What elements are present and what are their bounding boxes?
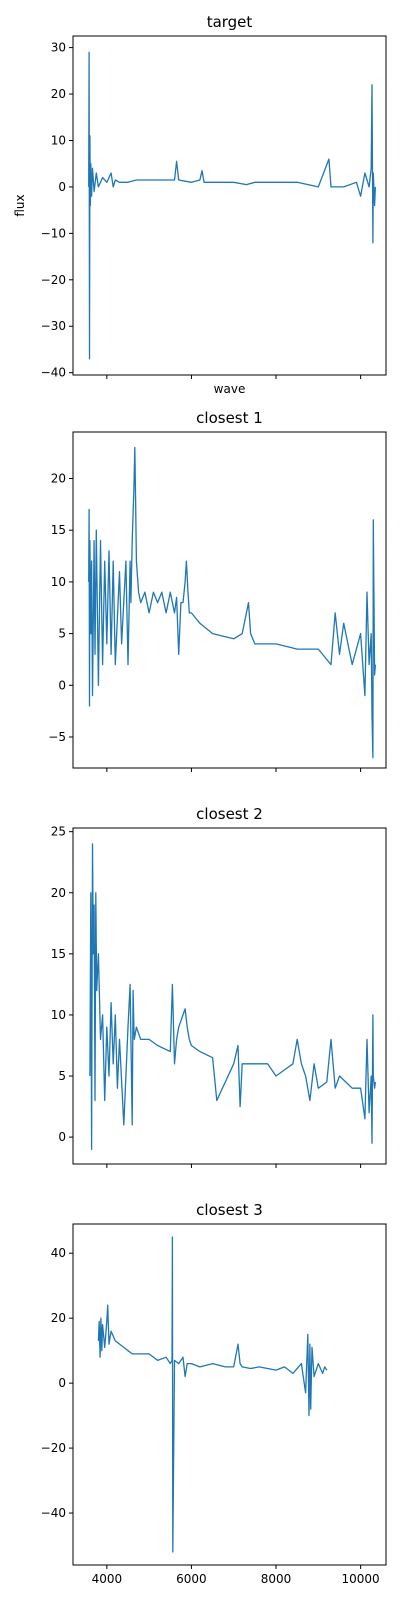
chart-title: closest 3 [196,1201,263,1219]
y-tick-label: −40 [41,1506,66,1520]
y-tick-label: 40 [51,1246,66,1260]
series-line [88,446,377,759]
plot-frame [72,827,387,1165]
y-tick-label: 0 [58,1376,66,1390]
plot-frame [72,35,387,376]
y-tick-label: −30 [41,319,66,333]
y-tick-label: −20 [41,273,66,287]
y-tick-label: 15 [51,947,66,961]
y-tick-label: 30 [51,41,66,55]
series-line [89,843,377,1150]
y-tick-label: 10 [51,133,66,147]
x-tick-label: 10000 [342,1572,380,1586]
chart-title: closest 1 [196,409,263,427]
chart-panel-1: target −40 −30 −20 −10 0 10 20 30 wave flux [13,13,387,396]
y-tick-label: 20 [51,472,66,486]
y-tick-label: 20 [51,886,66,900]
y-tick-label: 0 [58,180,66,194]
chart-panel-2: closest 1 −5 0 5 10 15 20 [48,409,387,772]
y-tick-label: −5 [48,730,66,744]
y-tick-label: −10 [41,226,66,240]
x-axis-label: wave [214,382,246,396]
chart-title: target [207,13,253,31]
y-tick-label: 5 [58,1069,66,1083]
x-tick-label: 8000 [261,1572,292,1586]
y-tick-label: 20 [51,1311,66,1325]
y-tick-label: 5 [58,627,66,641]
y-tick-label: 10 [51,575,66,589]
y-tick-label: 25 [51,825,66,839]
x-tick-label: 4000 [92,1572,123,1586]
y-tick-label: 0 [58,1130,66,1144]
series-line [97,1236,328,1553]
y-tick-label: 0 [58,678,66,692]
chart-panel-3: closest 2 0 5 10 15 20 25 [51,805,387,1168]
y-tick-label: 20 [51,87,66,101]
x-tick-label: 6000 [176,1572,207,1586]
y-axis-label: flux [13,194,27,216]
y-tick-label: 10 [51,1008,66,1022]
series-line [88,51,377,360]
chart-title: closest 2 [196,805,263,823]
plot-frame [72,431,387,769]
y-tick-label: −40 [41,366,66,380]
chart-panel-4: closest 3 −40 −20 0 20 40 4000 6000 8000 10000 [41,1201,387,1586]
plot-frame [72,1223,387,1566]
y-tick-label: −20 [41,1441,66,1455]
y-tick-label: 15 [51,523,66,537]
